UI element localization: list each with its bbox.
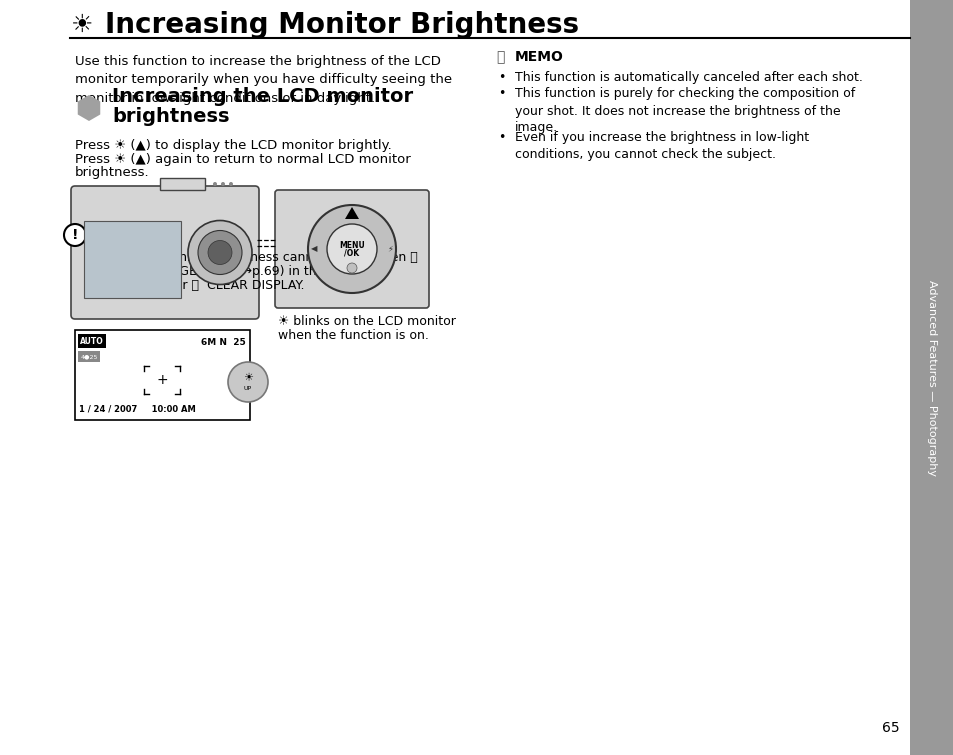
Text: Press ☀ (▲) again to return to normal LCD monitor: Press ☀ (▲) again to return to normal LC… xyxy=(75,153,411,166)
Text: •: • xyxy=(497,88,505,100)
Text: Use this function to increase the brightness of the LCD
monitor temporarily when: Use this function to increase the bright… xyxy=(75,55,452,105)
Circle shape xyxy=(188,220,252,285)
Text: 65: 65 xyxy=(882,721,899,735)
Text: brightness: brightness xyxy=(112,107,230,127)
Circle shape xyxy=(64,224,86,246)
Text: MEMO: MEMO xyxy=(515,50,563,64)
Text: 6M N  25: 6M N 25 xyxy=(201,338,246,347)
Text: Increasing Monitor Brightness cannot be set when 📷: Increasing Monitor Brightness cannot be … xyxy=(91,251,417,264)
FancyBboxPatch shape xyxy=(71,186,258,319)
Text: ☀: ☀ xyxy=(243,373,253,383)
Text: 4●25: 4●25 xyxy=(80,355,97,359)
Text: •: • xyxy=(497,131,505,144)
Circle shape xyxy=(213,182,216,186)
Circle shape xyxy=(228,362,268,402)
Circle shape xyxy=(198,230,242,275)
FancyBboxPatch shape xyxy=(909,0,953,755)
Text: Even if you increase the brightness in low-light
conditions, you cannot check th: Even if you increase the brightness in l… xyxy=(515,131,808,161)
Text: •: • xyxy=(497,71,505,84)
Text: Press ☀ (▲) to display the LCD monitor brightly.: Press ☀ (▲) to display the LCD monitor b… xyxy=(75,139,392,152)
FancyBboxPatch shape xyxy=(75,330,250,420)
Text: This function is purely for checking the composition of
your shot. It does not i: This function is purely for checking the… xyxy=(515,88,854,134)
Circle shape xyxy=(308,205,395,293)
Text: Advanced Features — Photography: Advanced Features — Photography xyxy=(926,279,936,476)
Circle shape xyxy=(347,263,356,273)
Text: ☀: ☀ xyxy=(71,13,93,37)
FancyBboxPatch shape xyxy=(78,351,100,362)
Text: /OK: /OK xyxy=(344,248,359,257)
Circle shape xyxy=(221,182,225,186)
Text: !: ! xyxy=(71,228,78,242)
Text: This function is automatically canceled after each shot.: This function is automatically canceled … xyxy=(515,71,862,84)
Text: 📝: 📝 xyxy=(496,50,503,64)
Text: UP: UP xyxy=(244,386,252,390)
Text: POWER MANAGEMENT (→p.69) in the Ｆ-MODE: POWER MANAGEMENT (→p.69) in the Ｆ-MODE xyxy=(91,265,378,278)
Text: ☀ blinks on the LCD monitor: ☀ blinks on the LCD monitor xyxy=(277,315,456,328)
Polygon shape xyxy=(345,207,358,219)
FancyBboxPatch shape xyxy=(274,190,429,308)
Text: brightness.: brightness. xyxy=(75,166,150,179)
FancyBboxPatch shape xyxy=(84,221,181,298)
Text: AUTO: AUTO xyxy=(80,337,104,346)
Text: ⚡: ⚡ xyxy=(387,245,393,254)
Text: MENU is set for 📷  CLEAR DISPLAY.: MENU is set for 📷 CLEAR DISPLAY. xyxy=(91,279,304,292)
Text: +: + xyxy=(156,373,168,387)
Text: ◀: ◀ xyxy=(311,245,317,254)
Text: 1 / 24 / 2007     10:00 AM: 1 / 24 / 2007 10:00 AM xyxy=(79,405,195,414)
Text: CAUTION: CAUTION xyxy=(92,227,167,242)
Text: Increasing Monitor Brightness: Increasing Monitor Brightness xyxy=(105,11,578,39)
FancyBboxPatch shape xyxy=(78,334,106,348)
Polygon shape xyxy=(77,95,100,121)
Text: when the function is on.: when the function is on. xyxy=(277,329,429,342)
Circle shape xyxy=(208,241,232,264)
Text: MENU: MENU xyxy=(338,241,364,249)
Circle shape xyxy=(327,224,376,274)
Circle shape xyxy=(229,182,233,186)
FancyBboxPatch shape xyxy=(160,178,205,190)
Text: Increasing the LCD monitor: Increasing the LCD monitor xyxy=(112,88,413,106)
